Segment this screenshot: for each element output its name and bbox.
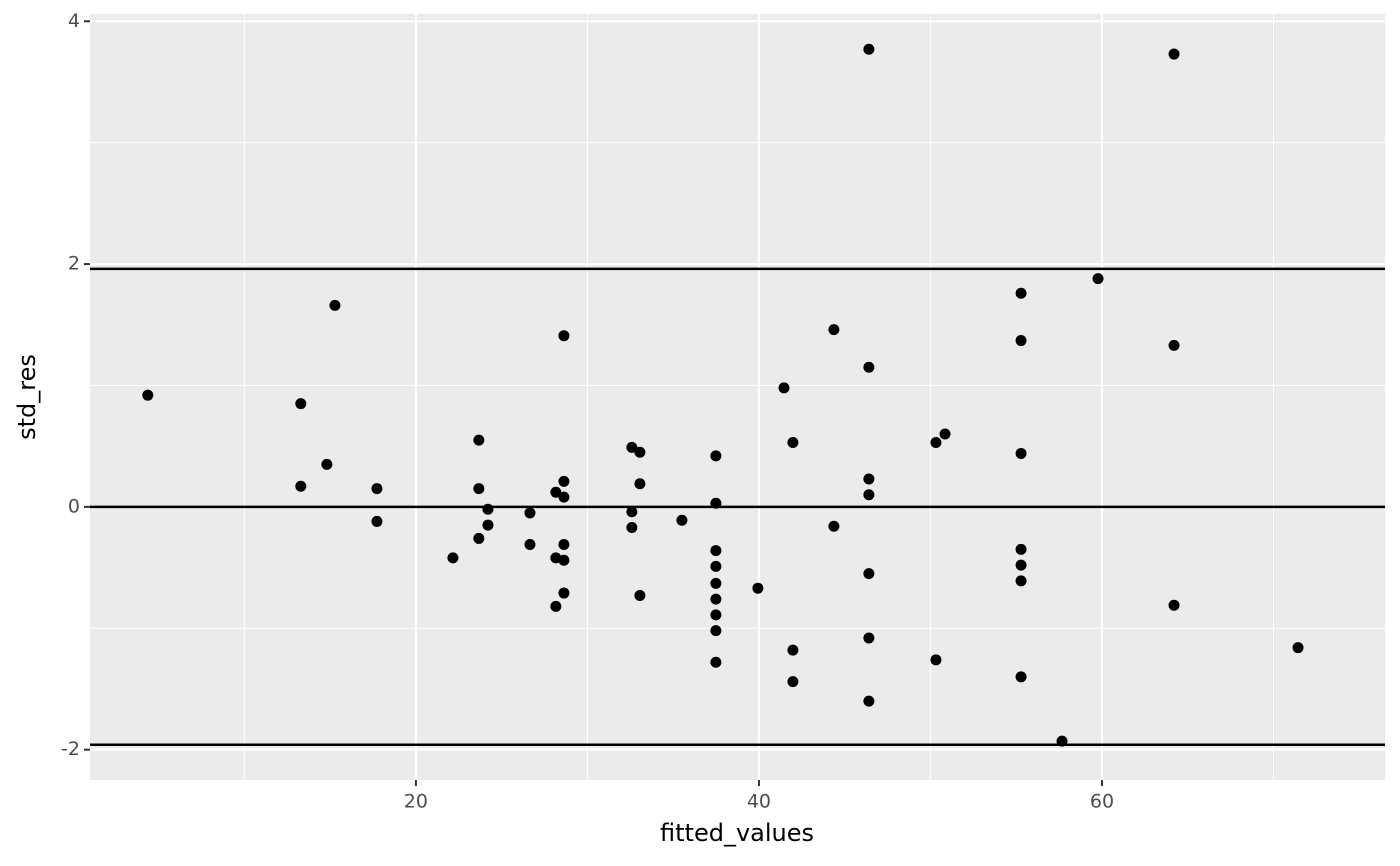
point: [710, 656, 722, 668]
point: [1015, 559, 1027, 571]
point: [295, 480, 307, 492]
point: [1015, 543, 1027, 555]
point: [550, 600, 562, 612]
point: [524, 507, 536, 519]
point: [710, 593, 722, 605]
point: [558, 330, 570, 342]
point: [778, 382, 790, 394]
y-tick-label: 2: [68, 253, 80, 275]
point: [710, 560, 722, 572]
point: [863, 568, 875, 580]
point: [1015, 447, 1027, 459]
point: [863, 361, 875, 373]
point: [482, 503, 494, 515]
y-tick-label: -2: [61, 738, 80, 760]
point: [787, 676, 799, 688]
point: [558, 475, 570, 487]
point: [710, 625, 722, 637]
point: [939, 428, 951, 440]
point: [1056, 735, 1068, 747]
point: [787, 644, 799, 656]
x-axis-title: fitted_values: [660, 819, 814, 847]
point: [626, 506, 638, 518]
point: [710, 577, 722, 589]
point: [863, 695, 875, 707]
point: [676, 514, 688, 526]
point: [863, 632, 875, 644]
point: [371, 483, 383, 495]
point: [447, 552, 459, 564]
point: [558, 491, 570, 503]
y-tick-label: 0: [68, 495, 80, 517]
point: [710, 545, 722, 557]
panel: [90, 14, 1385, 780]
point: [1168, 339, 1180, 351]
point: [550, 486, 562, 498]
point: [1015, 671, 1027, 683]
point: [828, 520, 840, 532]
point: [634, 478, 646, 490]
y-tick-label: 4: [68, 10, 80, 32]
point: [626, 441, 638, 453]
point: [863, 473, 875, 485]
point: [752, 582, 764, 594]
point: [295, 398, 307, 410]
point: [524, 538, 536, 550]
point: [371, 515, 383, 527]
point: [1168, 48, 1180, 60]
point: [558, 554, 570, 566]
point: [634, 446, 646, 458]
point: [1168, 599, 1180, 611]
point: [1092, 273, 1104, 285]
point: [710, 609, 722, 621]
x-tick-label: 20: [404, 791, 428, 813]
point: [1015, 575, 1027, 587]
point: [863, 489, 875, 501]
y-axis-title: std_res: [13, 354, 41, 440]
x-tick-label: 40: [747, 791, 771, 813]
point: [558, 587, 570, 599]
point: [321, 458, 333, 470]
point: [634, 589, 646, 601]
point: [329, 299, 341, 311]
point: [1292, 642, 1304, 654]
point: [1015, 335, 1027, 347]
point: [787, 437, 799, 449]
point: [558, 538, 570, 550]
point: [626, 521, 638, 533]
point: [482, 519, 494, 531]
point: [863, 43, 875, 55]
point: [710, 497, 722, 509]
point: [142, 389, 154, 401]
point: [828, 324, 840, 336]
point: [930, 437, 942, 449]
point: [473, 532, 485, 544]
point: [930, 654, 942, 666]
x-tick-label: 60: [1090, 791, 1114, 813]
point: [710, 450, 722, 462]
point: [473, 434, 485, 446]
point: [473, 483, 485, 495]
point: [1015, 287, 1027, 299]
